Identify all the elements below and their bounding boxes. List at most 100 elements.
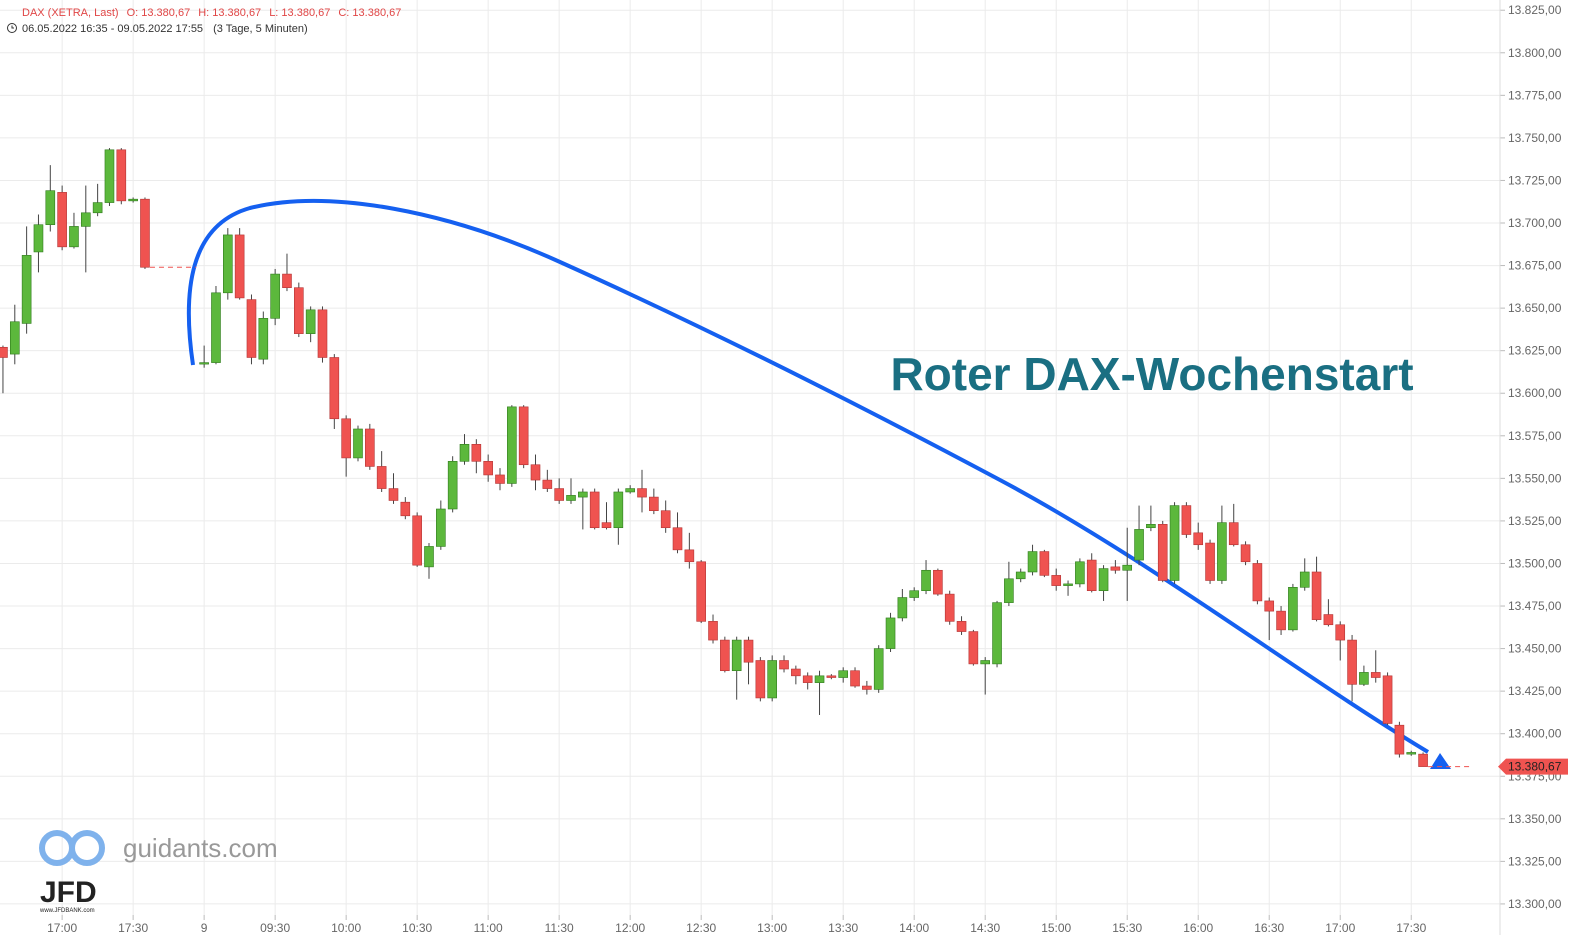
- candle-body: [625, 488, 635, 493]
- last-price-label: 13.380,67: [1508, 760, 1562, 774]
- candle-body: [791, 668, 801, 677]
- axes: 13.300,0013.325,0013.350,0013.375,0013.4…: [47, 0, 1568, 935]
- x-tick-label: 11:30: [545, 921, 574, 935]
- candle-body: [992, 602, 1002, 665]
- candle-body: [720, 639, 730, 672]
- candle-body: [1039, 551, 1050, 576]
- trend-arrow: [1430, 753, 1451, 769]
- y-tick-label: 13.325,00: [1508, 854, 1562, 868]
- candle-body: [234, 234, 245, 299]
- candle-body: [329, 357, 340, 420]
- y-tick-label: 13.300,00: [1508, 897, 1562, 911]
- low: L: 13.380,67: [269, 7, 330, 19]
- x-tick-label: 16:00: [1183, 921, 1213, 935]
- clock-hand: [11, 25, 14, 29]
- candle-body: [1075, 561, 1085, 585]
- candle-body: [92, 202, 103, 214]
- candle-body: [400, 501, 411, 517]
- candle-body: [57, 192, 67, 248]
- candle-body: [589, 491, 600, 529]
- candle-body: [601, 522, 612, 529]
- x-tick-label: 17:30: [1396, 921, 1426, 935]
- candle-body: [1252, 563, 1263, 602]
- candle-body: [341, 418, 351, 459]
- candle-body: [1063, 583, 1073, 586]
- candles: [0, 148, 1470, 768]
- candle-body: [850, 670, 860, 687]
- y-tick-label: 13.600,00: [1508, 386, 1562, 400]
- y-tick-label: 13.400,00: [1508, 727, 1562, 741]
- candle-body: [1205, 542, 1215, 581]
- candle-body: [1406, 752, 1417, 755]
- candle-body: [1015, 571, 1026, 580]
- candle-body: [459, 444, 470, 462]
- candle-body: [637, 488, 647, 498]
- candle-body: [1027, 551, 1038, 573]
- x-tick-label: 9: [201, 921, 208, 935]
- candle-body: [1193, 532, 1204, 546]
- candle-body: [1288, 587, 1298, 631]
- y-tick-label: 13.650,00: [1508, 301, 1562, 315]
- candle-body: [9, 321, 20, 355]
- candle-body: [1086, 559, 1097, 592]
- candle-body: [921, 569, 931, 592]
- candle-body: [199, 362, 209, 365]
- candle-body: [731, 639, 742, 672]
- candle-body: [1394, 724, 1405, 755]
- header-line: DAX (XETRA, Last) O: 13.380,67 H: 13.380,6…: [22, 7, 401, 19]
- high: H: 13.380,67: [198, 7, 261, 19]
- candle-body: [116, 149, 127, 202]
- candle-body: [104, 149, 115, 203]
- grid: [0, 0, 1500, 915]
- candle-body: [933, 569, 943, 595]
- candle-body: [530, 464, 541, 481]
- candle-body: [412, 515, 422, 566]
- logo-site: guidants.com: [123, 833, 278, 863]
- candle-body: [1240, 544, 1251, 563]
- candle-body: [1004, 578, 1014, 603]
- candle-body: [897, 597, 908, 619]
- logo-brand: JFD: [40, 876, 97, 909]
- candle-body: [684, 549, 695, 563]
- range: 06.05.2022 16:35 - 09.05.2022 17:55: [22, 23, 203, 35]
- candle-body: [33, 224, 44, 253]
- candle-body: [696, 561, 706, 622]
- y-tick-label: 13.525,00: [1508, 514, 1562, 528]
- x-tick-label: 17:30: [118, 921, 148, 935]
- candle-body: [1347, 639, 1357, 685]
- candle-body: [45, 190, 56, 226]
- candle-body: [968, 631, 979, 665]
- last-price-tag: [1498, 758, 1568, 775]
- x-tick-label: 15:00: [1041, 921, 1071, 935]
- candle-body: [270, 273, 280, 319]
- y-tick-label: 13.550,00: [1508, 471, 1562, 485]
- candle-body: [128, 198, 138, 202]
- candle-body: [649, 496, 659, 511]
- candle-body: [1323, 614, 1334, 626]
- candle-body: [436, 508, 446, 547]
- candle-body: [1051, 575, 1062, 586]
- x-tick-label: 15:30: [1112, 921, 1142, 935]
- candle-body: [1228, 522, 1239, 546]
- annotation: Roter DAX-Wochenstart: [890, 348, 1413, 400]
- candle-body: [1418, 753, 1428, 767]
- x-tick-label: 12:30: [686, 921, 716, 935]
- candle-body: [246, 299, 257, 358]
- x-tick-label: 14:30: [970, 921, 1000, 935]
- candle-body: [1264, 600, 1275, 612]
- x-tick-label: 09:30: [260, 921, 290, 935]
- y-tick-label: 13.750,00: [1508, 131, 1562, 145]
- x-tick-label: 13:30: [828, 921, 858, 935]
- candle-body: [909, 590, 920, 598]
- candle-body: [140, 198, 150, 268]
- y-tick-label: 13.575,00: [1508, 429, 1562, 443]
- x-tick-label: 10:00: [331, 921, 361, 935]
- y-tick-label: 13.825,00: [1508, 3, 1562, 17]
- candle-body: [365, 428, 375, 467]
- candle-body: [980, 660, 991, 665]
- trend-curve: [186, 199, 1430, 754]
- candle-body: [708, 621, 718, 641]
- candle-body: [447, 461, 458, 510]
- candle-body: [471, 444, 482, 462]
